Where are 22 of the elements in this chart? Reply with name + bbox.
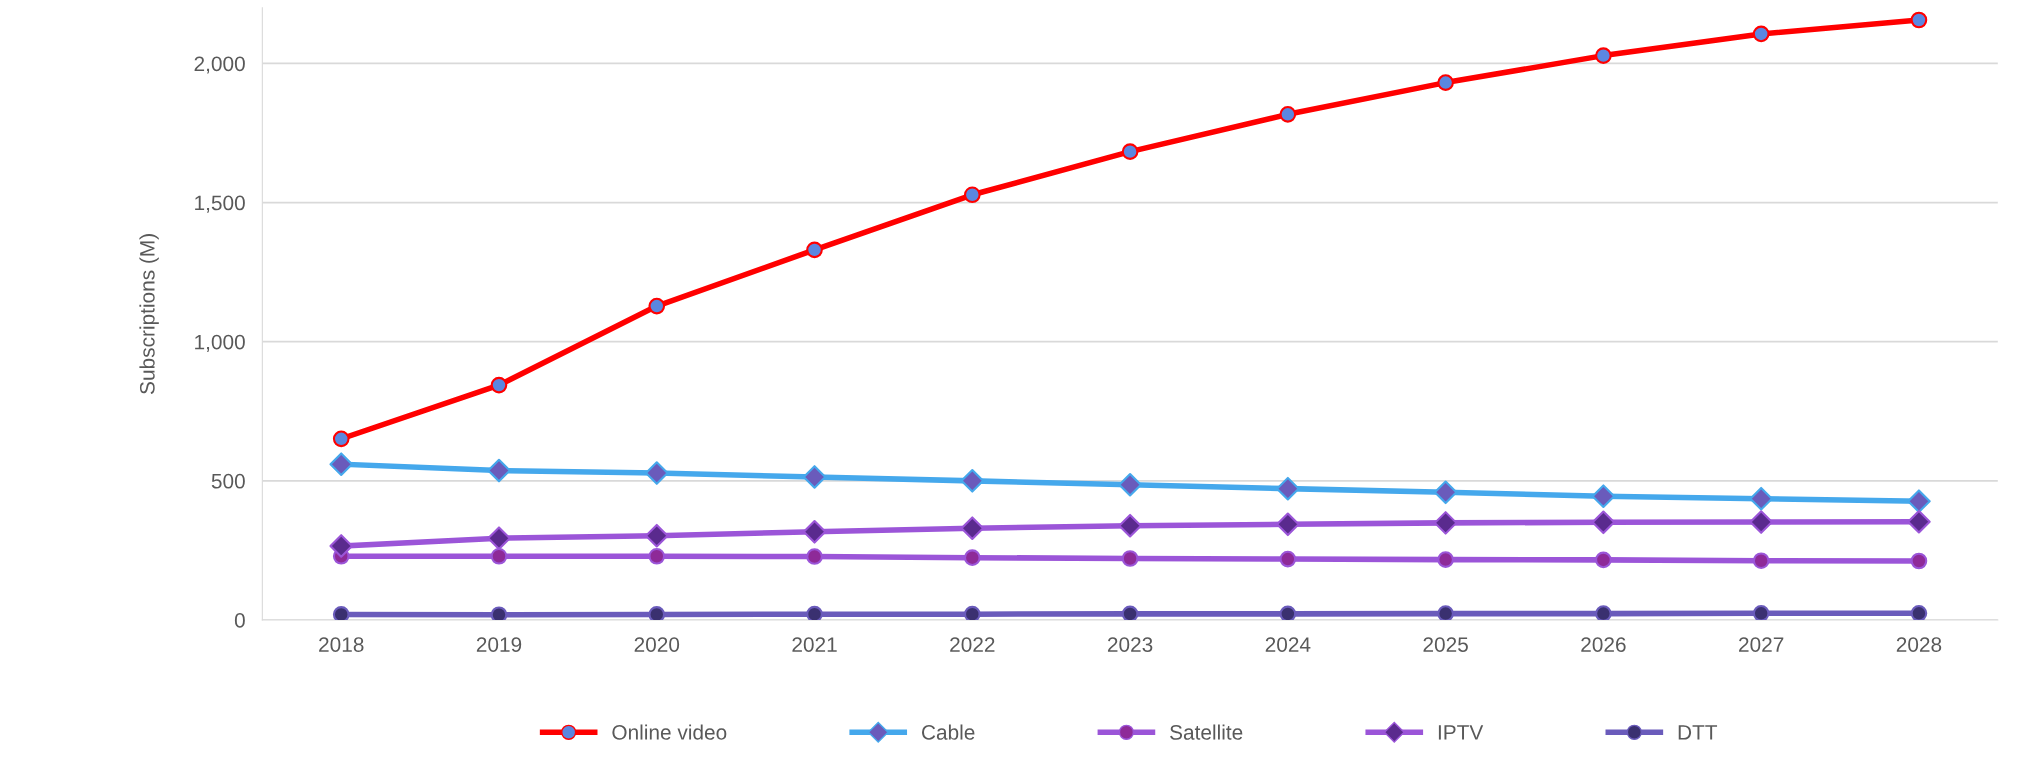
legend-label: IPTV (1438, 725, 1484, 740)
y-tick-label: 2,000 (194, 56, 245, 74)
y-tick-label: 500 (211, 473, 245, 489)
x-tick-label: 2025 (1423, 637, 1468, 652)
x-tick-label: 2020 (634, 637, 680, 652)
legend-label: Satellite (1170, 724, 1243, 740)
x-tick-label: 2024 (1265, 637, 1311, 652)
y-axis-title: Subscriptions (M) (139, 234, 159, 394)
x-tick-label: 2019 (476, 637, 522, 652)
y-tick-label: 1,000 (195, 334, 245, 352)
legend-label: Cable (921, 724, 975, 740)
x-tick-label: 2027 (1739, 637, 1784, 652)
y-tick-label: 0 (234, 613, 245, 628)
x-tick-label: 2028 (1896, 637, 1942, 652)
x-tick-label: 2026 (1581, 637, 1626, 652)
y-tick-label: 1,500 (195, 195, 245, 213)
x-tick-label: 2023 (1107, 637, 1153, 652)
x-tick-label: 2022 (950, 637, 995, 652)
legend-label: Online video (612, 724, 727, 740)
x-tick-label: 2018 (319, 637, 364, 652)
legend-label: DTT (1678, 725, 1718, 740)
x-tick-label: 2021 (792, 637, 837, 652)
